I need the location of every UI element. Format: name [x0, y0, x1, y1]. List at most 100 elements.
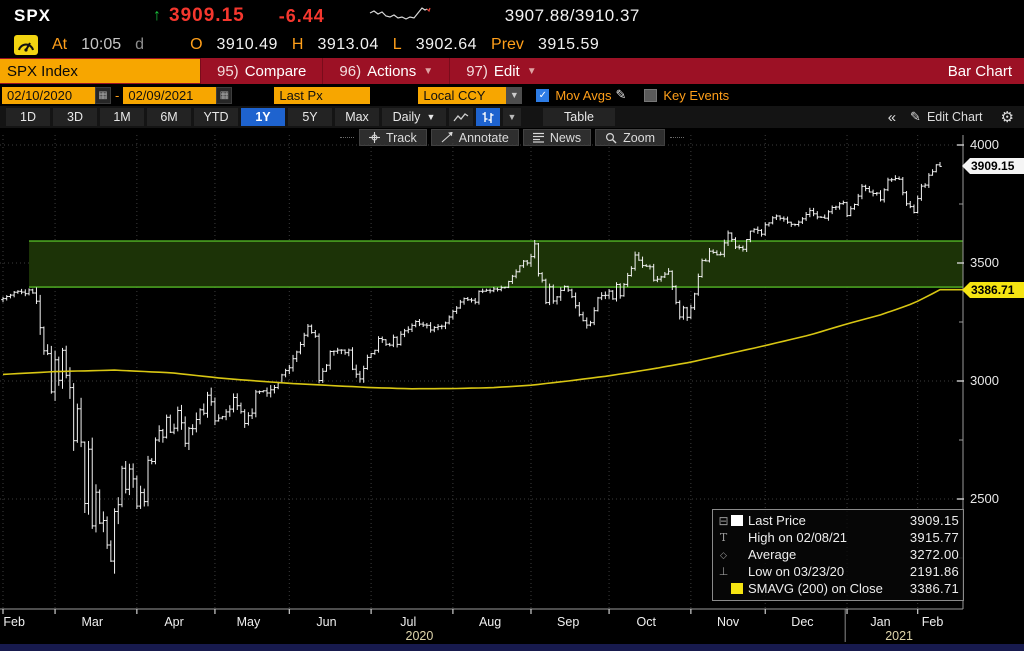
tab-1d[interactable]: 1D	[6, 108, 50, 126]
compare-shortcut: 95)	[217, 62, 239, 80]
resistance-band	[29, 240, 964, 288]
svg-text:Feb: Feb	[3, 615, 25, 629]
actions-shortcut: 96)	[339, 62, 362, 80]
svg-text:Feb: Feb	[922, 615, 944, 629]
chart-type-dropdown[interactable]: ▼	[503, 108, 521, 126]
chevron-down-icon[interactable]: ▼	[506, 86, 523, 104]
edit-chart-button[interactable]: ✎ Edit Chart	[910, 109, 983, 125]
last-price-axis-bubble: 3909.15	[962, 158, 1024, 174]
price-field-select[interactable]: Last Px	[274, 86, 371, 104]
quote-row: SPX ↑ 3909.15 -6.44 3907.88/3910.37	[0, 0, 1024, 32]
sma200-line	[2, 288, 963, 390]
tab-6m[interactable]: 6M	[147, 108, 191, 126]
function-title: Bar Chart	[947, 62, 1012, 80]
legend-label: SMAVG (200) on Close	[748, 581, 883, 596]
key-events-label: Key Events	[663, 87, 730, 103]
market-gauge-icon[interactable]	[14, 35, 38, 55]
divider	[670, 137, 685, 138]
legend-label: Low on 03/23/20	[748, 564, 845, 579]
legend-value: 2191.86	[909, 564, 959, 579]
tab-max[interactable]: Max	[335, 108, 379, 126]
tab-ytd[interactable]: YTD	[194, 108, 238, 126]
tab-3d[interactable]: 3D	[53, 108, 97, 126]
frequency-label: Daily	[392, 110, 421, 124]
ohlc-bars	[1, 162, 942, 574]
actions-menu[interactable]: 96) Actions ▼	[322, 58, 449, 84]
prev-value: 3915.59	[537, 36, 600, 53]
track-button[interactable]: Track	[358, 129, 427, 146]
magnifier-icon	[606, 132, 617, 143]
news-label: News	[549, 130, 582, 145]
tab-1y[interactable]: 1Y	[241, 108, 285, 126]
zoom-button[interactable]: Zoom	[595, 129, 666, 146]
currency-select[interactable]: Local CCY	[418, 86, 507, 104]
chevron-down-icon: ▼	[423, 65, 434, 77]
edit-label: Edit	[493, 62, 520, 80]
high-value: 3913.04	[317, 36, 379, 53]
calendar-icon[interactable]: ▦	[95, 86, 111, 104]
chart-toolbar: Track Annotate News Zoom	[0, 128, 1024, 147]
bottom-status-strip	[0, 644, 1024, 651]
svg-text:Jul: Jul	[400, 615, 416, 629]
compare-label: Compare	[244, 62, 307, 80]
legend-label: Last Price	[748, 513, 806, 528]
open-value: 3910.49	[216, 36, 278, 53]
tree-expander-icon[interactable]	[716, 514, 731, 528]
smavg-swatch	[731, 583, 743, 594]
pencil-icon[interactable]: ✎	[615, 87, 627, 102]
ohlc-chart-toggle[interactable]	[476, 108, 500, 126]
mov-avgs-label: Mov Avgs	[555, 87, 612, 103]
low-label: L	[392, 36, 402, 53]
key-events-checkbox[interactable]	[644, 88, 658, 102]
svg-text:Apr: Apr	[164, 615, 183, 629]
svg-text:May: May	[237, 615, 261, 629]
gear-icon[interactable]: ⚙	[1000, 109, 1014, 126]
svg-text:Oct: Oct	[637, 615, 657, 629]
zoom-label: Zoom	[623, 130, 656, 145]
line-chart-toggle[interactable]	[449, 108, 473, 126]
last-price: 3909.15	[169, 5, 245, 26]
at-label: At	[52, 36, 68, 53]
legend-label: High on 02/08/21	[748, 530, 848, 545]
range-dash: -	[115, 87, 120, 103]
svg-text:2020: 2020	[406, 629, 434, 643]
spacer	[731, 566, 743, 577]
menu-bar: SPX Index 95) Compare 96) Actions ▼ 97) …	[0, 58, 1024, 84]
svg-text:Mar: Mar	[81, 615, 103, 629]
frequency-select[interactable]: Daily ▼	[382, 108, 446, 126]
table-button[interactable]: Table	[543, 108, 615, 126]
annotate-button[interactable]: Annotate	[430, 129, 519, 146]
prev-label: Prev	[491, 36, 524, 53]
legend-value: 3386.71	[909, 581, 959, 596]
legend-value: 3915.77	[909, 530, 959, 545]
session-flag: d	[135, 36, 145, 53]
crosshair-icon	[368, 132, 380, 143]
divider	[339, 137, 354, 138]
low-marker-icon	[716, 565, 731, 578]
date-from-input[interactable]: 02/10/2020	[2, 86, 95, 104]
legend-row-last-price: Last Price 3909.15	[716, 512, 959, 529]
legend-row-average: Average 3272.00	[716, 546, 959, 563]
sma-axis-bubble: 3386.71	[962, 282, 1024, 298]
tab-5y[interactable]: 5Y	[288, 108, 332, 126]
svg-text:Jan: Jan	[870, 615, 890, 629]
pencil-line-icon	[441, 132, 453, 143]
chart-tools-right: « ✎ Edit Chart ⚙	[887, 108, 1024, 127]
high-label: H	[291, 36, 304, 53]
calendar-icon[interactable]: ▦	[216, 86, 233, 104]
legend-value: 3272.00	[909, 547, 959, 562]
svg-text:2500: 2500	[970, 491, 999, 506]
edit-menu[interactable]: 97) Edit ▼	[449, 58, 552, 84]
compare-button[interactable]: 95) Compare	[200, 58, 322, 84]
chart-legend[interactable]: Last Price 3909.15 High on 02/08/21 3915…	[712, 509, 964, 601]
spacer	[731, 532, 743, 543]
security-input[interactable]: SPX Index	[0, 59, 200, 83]
mov-avgs-checkbox[interactable]: ✓	[536, 88, 550, 102]
date-to-input[interactable]: 02/09/2021	[123, 86, 217, 104]
axes: 4000 3500 3000 2500	[0, 135, 999, 614]
edit-chart-label: Edit Chart	[926, 110, 983, 124]
tab-1m[interactable]: 1M	[100, 108, 144, 126]
svg-text:Jun: Jun	[316, 615, 336, 629]
collapse-panel-icon[interactable]: «	[887, 108, 897, 126]
